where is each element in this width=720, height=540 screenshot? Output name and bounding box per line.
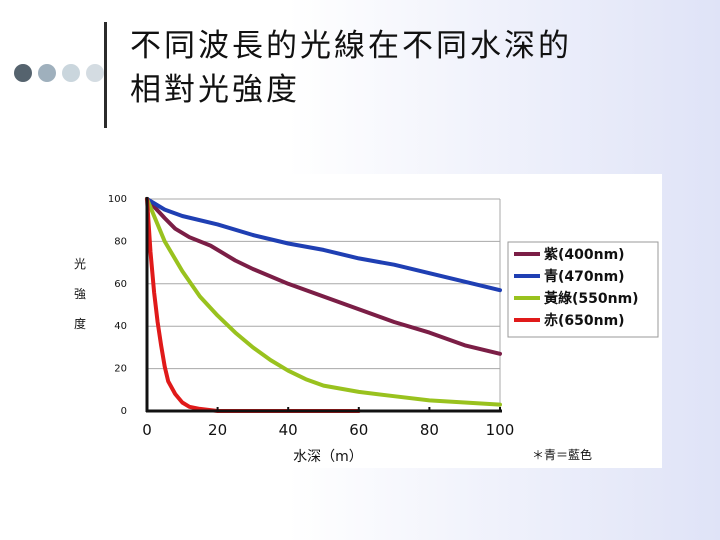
series-lines <box>145 197 502 413</box>
chart-panel: 0 20 40 60 80 100 0 20 40 60 80 100 光強度 水深（m） ＊青＝藍色… <box>58 174 662 468</box>
series-line <box>145 197 502 407</box>
x-tick-label: 80 <box>420 421 439 439</box>
x-axis-label: 水深（m） <box>293 449 363 465</box>
x-tick-label: 100 <box>486 421 515 439</box>
tick-labels: 0 20 40 60 80 100 0 20 40 60 80 100 <box>108 194 514 439</box>
y-axis-label: 光強度 <box>74 257 86 331</box>
y-tick-label: 60 <box>114 279 127 290</box>
light-intensity-chart: 0 20 40 60 80 100 0 20 40 60 80 100 光強度 水深（m） ＊青＝藍色… <box>74 194 659 465</box>
series-line <box>145 197 502 356</box>
decor-dot <box>38 64 56 82</box>
decor-dot <box>62 64 80 82</box>
title-divider <box>104 22 107 128</box>
legend: 紫(400nm) 青(470nm) 黃綠(550nm) 赤(650nm) <box>507 241 659 338</box>
y-tick-label: 80 <box>114 236 127 247</box>
series-line <box>145 197 502 293</box>
grid-lines <box>147 198 501 412</box>
x-tick-label: 0 <box>142 421 152 439</box>
y-tick-label: 40 <box>114 321 127 332</box>
y-axis-label-char: 度 <box>74 316 86 331</box>
y-axis-label-char: 強 <box>74 287 86 301</box>
slide-title: 不同波長的光線在不同水深的相對光強度 <box>130 28 572 108</box>
decor-dot <box>86 64 104 82</box>
legend-label: 青(470nm) <box>544 268 625 285</box>
y-axis-label-char: 光 <box>74 257 86 271</box>
legend-label: 紫(400nm) <box>544 246 625 263</box>
y-tick-label: 100 <box>108 194 127 205</box>
legend-label: 黃綠(550nm) <box>543 290 639 307</box>
decor-dot <box>14 64 32 82</box>
footnote: ＊青＝藍色 <box>532 448 592 462</box>
x-tick-label: 20 <box>208 421 227 439</box>
x-tick-label: 60 <box>349 421 368 439</box>
axes <box>145 197 502 413</box>
y-tick-label: 20 <box>114 364 127 375</box>
y-tick-label: 0 <box>121 406 127 417</box>
x-tick-label: 40 <box>279 421 298 439</box>
legend-label: 赤(650nm) <box>544 313 625 329</box>
decorative-dots <box>14 64 104 84</box>
